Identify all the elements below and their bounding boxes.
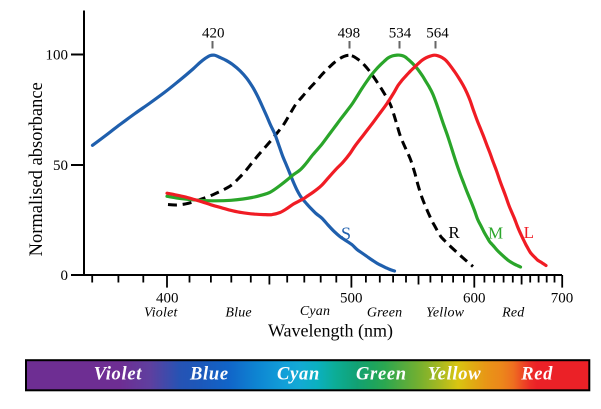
svg-text:50: 50: [53, 158, 68, 174]
svg-text:R: R: [448, 223, 460, 242]
svg-text:Normalised absorbance: Normalised absorbance: [27, 82, 47, 256]
svg-text:700: 700: [551, 291, 574, 307]
svg-text:Green: Green: [356, 365, 407, 385]
svg-text:Cyan: Cyan: [277, 365, 320, 385]
svg-text:Blue: Blue: [189, 365, 229, 385]
svg-text:534: 534: [389, 26, 412, 42]
svg-text:Yellow: Yellow: [426, 306, 464, 321]
svg-text:Green: Green: [367, 306, 402, 321]
svg-text:600: 600: [463, 291, 486, 307]
svg-text:Blue: Blue: [225, 306, 251, 321]
svg-text:L: L: [524, 223, 534, 242]
svg-text:500: 500: [340, 291, 363, 307]
svg-text:0: 0: [61, 268, 69, 284]
svg-text:564: 564: [426, 26, 449, 42]
svg-text:400: 400: [156, 291, 179, 307]
svg-text:M: M: [488, 223, 503, 242]
svg-text:Wavelength (nm): Wavelength (nm): [268, 321, 393, 342]
svg-text:Yellow: Yellow: [428, 365, 482, 385]
svg-text:Violet: Violet: [144, 306, 179, 321]
svg-text:100: 100: [46, 48, 69, 64]
svg-text:498: 498: [338, 26, 361, 42]
svg-text:Red: Red: [520, 365, 553, 385]
svg-text:S: S: [341, 224, 351, 244]
svg-text:420: 420: [202, 26, 225, 42]
svg-text:Red: Red: [501, 306, 525, 321]
svg-text:Violet: Violet: [94, 365, 143, 385]
svg-text:Cyan: Cyan: [300, 304, 330, 319]
